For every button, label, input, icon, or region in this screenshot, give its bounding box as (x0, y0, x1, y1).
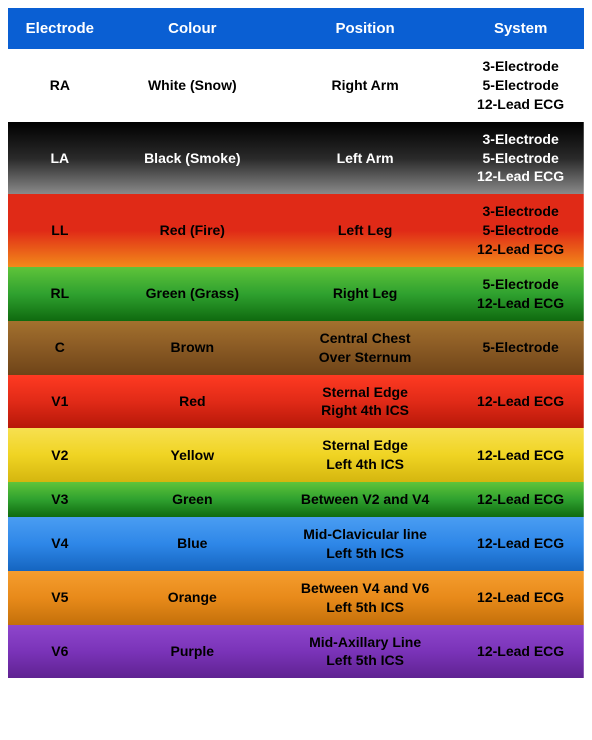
system-line: 5-Electrode (461, 338, 580, 357)
system-line: 5-Electrode (461, 221, 580, 240)
system-line: 12-Lead ECG (461, 588, 580, 607)
col-header-position: Position (273, 8, 457, 49)
system-line: 12-Lead ECG (461, 392, 580, 411)
cell-system: 12-Lead ECG (457, 571, 584, 625)
cell-position: Sternal EdgeLeft 4th ICS (273, 428, 457, 482)
cell-electrode: RL (8, 267, 112, 321)
cell-colour: Green (112, 482, 273, 517)
cell-position: Left Leg (273, 194, 457, 267)
table-row: V1RedSternal EdgeRight 4th ICS12-Lead EC… (8, 375, 584, 429)
position-line: Sternal Edge (277, 383, 453, 402)
cell-colour: Red (Fire) (112, 194, 273, 267)
cell-colour: Orange (112, 571, 273, 625)
position-line: Sternal Edge (277, 436, 453, 455)
cell-system: 12-Lead ECG (457, 428, 584, 482)
col-header-electrode: Electrode (8, 8, 112, 49)
cell-system: 12-Lead ECG (457, 517, 584, 571)
cell-colour: Purple (112, 625, 273, 679)
system-line: 3-Electrode (461, 57, 580, 76)
table-row: V6PurpleMid-Axillary LineLeft 5th ICS12-… (8, 625, 584, 679)
cell-system: 12-Lead ECG (457, 625, 584, 679)
cell-electrode: V1 (8, 375, 112, 429)
position-line: Over Sternum (277, 348, 453, 367)
cell-colour: Brown (112, 321, 273, 375)
table-row: V4BlueMid-Clavicular lineLeft 5th ICS12-… (8, 517, 584, 571)
system-line: 12-Lead ECG (461, 446, 580, 465)
position-line: Between V2 and V4 (277, 490, 453, 509)
cell-colour: Red (112, 375, 273, 429)
table-row: V2YellowSternal EdgeLeft 4th ICS12-Lead … (8, 428, 584, 482)
system-line: 12-Lead ECG (461, 642, 580, 661)
cell-position: Mid-Clavicular lineLeft 5th ICS (273, 517, 457, 571)
cell-system: 5-Electrode (457, 321, 584, 375)
position-line: Right 4th ICS (277, 401, 453, 420)
position-line: Mid-Axillary Line (277, 633, 453, 652)
cell-position: Left Arm (273, 122, 457, 195)
cell-position: Sternal EdgeRight 4th ICS (273, 375, 457, 429)
cell-electrode: V3 (8, 482, 112, 517)
table-row: V3GreenBetween V2 and V4 12-Lead ECG (8, 482, 584, 517)
col-header-system: System (457, 8, 584, 49)
position-line: Left 5th ICS (277, 544, 453, 563)
position-line: Left Arm (277, 149, 453, 168)
cell-system: 3-Electrode5-Electrode12-Lead ECG (457, 194, 584, 267)
system-line: 5-Electrode (461, 76, 580, 95)
cell-position: Mid-Axillary LineLeft 5th ICS (273, 625, 457, 679)
cell-electrode: V5 (8, 571, 112, 625)
system-line: 3-Electrode (461, 202, 580, 221)
cell-electrode: LL (8, 194, 112, 267)
cell-colour: White (Snow) (112, 49, 273, 122)
cell-position: Right Leg (273, 267, 457, 321)
table-row: CBrownCentral ChestOver Sternum5-Electro… (8, 321, 584, 375)
col-header-colour: Colour (112, 8, 273, 49)
table-header: Electrode Colour Position System (8, 8, 584, 49)
position-line: Right Leg (277, 284, 453, 303)
system-line: 5-Electrode (461, 149, 580, 168)
system-line: 12-Lead ECG (461, 490, 580, 509)
cell-colour: Yellow (112, 428, 273, 482)
system-line: 12-Lead ECG (461, 294, 580, 313)
cell-system: 3-Electrode5-Electrode12-Lead ECG (457, 122, 584, 195)
cell-system: 12-Lead ECG (457, 482, 584, 517)
cell-system: 3-Electrode5-Electrode12-Lead ECG (457, 49, 584, 122)
cell-electrode: V4 (8, 517, 112, 571)
system-line: 5-Electrode (461, 275, 580, 294)
cell-position: Between V2 and V4 (273, 482, 457, 517)
cell-colour: Black (Smoke) (112, 122, 273, 195)
table-row: RLGreen (Grass)Right Leg5-Electrode12-Le… (8, 267, 584, 321)
cell-colour: Green (Grass) (112, 267, 273, 321)
cell-electrode: C (8, 321, 112, 375)
position-line: Mid-Clavicular line (277, 525, 453, 544)
position-line: Left 4th ICS (277, 455, 453, 474)
cell-position: Central ChestOver Sternum (273, 321, 457, 375)
cell-electrode: LA (8, 122, 112, 195)
table-row: LLRed (Fire)Left Leg3-Electrode5-Electro… (8, 194, 584, 267)
cell-system: 5-Electrode12-Lead ECG (457, 267, 584, 321)
system-line: 12-Lead ECG (461, 95, 580, 114)
position-line: Right Arm (277, 76, 453, 95)
position-line: Left Leg (277, 221, 453, 240)
cell-electrode: RA (8, 49, 112, 122)
cell-colour: Blue (112, 517, 273, 571)
system-line: 3-Electrode (461, 130, 580, 149)
table-row: V5OrangeBetween V4 and V6Left 5th ICS12-… (8, 571, 584, 625)
system-line: 12-Lead ECG (461, 240, 580, 259)
system-line: 12-Lead ECG (461, 167, 580, 186)
table-row: LABlack (Smoke)Left Arm3-Electrode5-Elec… (8, 122, 584, 195)
cell-system: 12-Lead ECG (457, 375, 584, 429)
position-line: Central Chest (277, 329, 453, 348)
cell-electrode: V2 (8, 428, 112, 482)
cell-position: Right Arm (273, 49, 457, 122)
electrode-table: Electrode Colour Position System RAWhite… (8, 8, 584, 678)
system-line: 12-Lead ECG (461, 534, 580, 553)
table-row: RAWhite (Snow)Right Arm3-Electrode5-Elec… (8, 49, 584, 122)
position-line: Left 5th ICS (277, 598, 453, 617)
table-body: RAWhite (Snow)Right Arm3-Electrode5-Elec… (8, 49, 584, 678)
cell-electrode: V6 (8, 625, 112, 679)
cell-position: Between V4 and V6Left 5th ICS (273, 571, 457, 625)
position-line: Left 5th ICS (277, 651, 453, 670)
position-line: Between V4 and V6 (277, 579, 453, 598)
